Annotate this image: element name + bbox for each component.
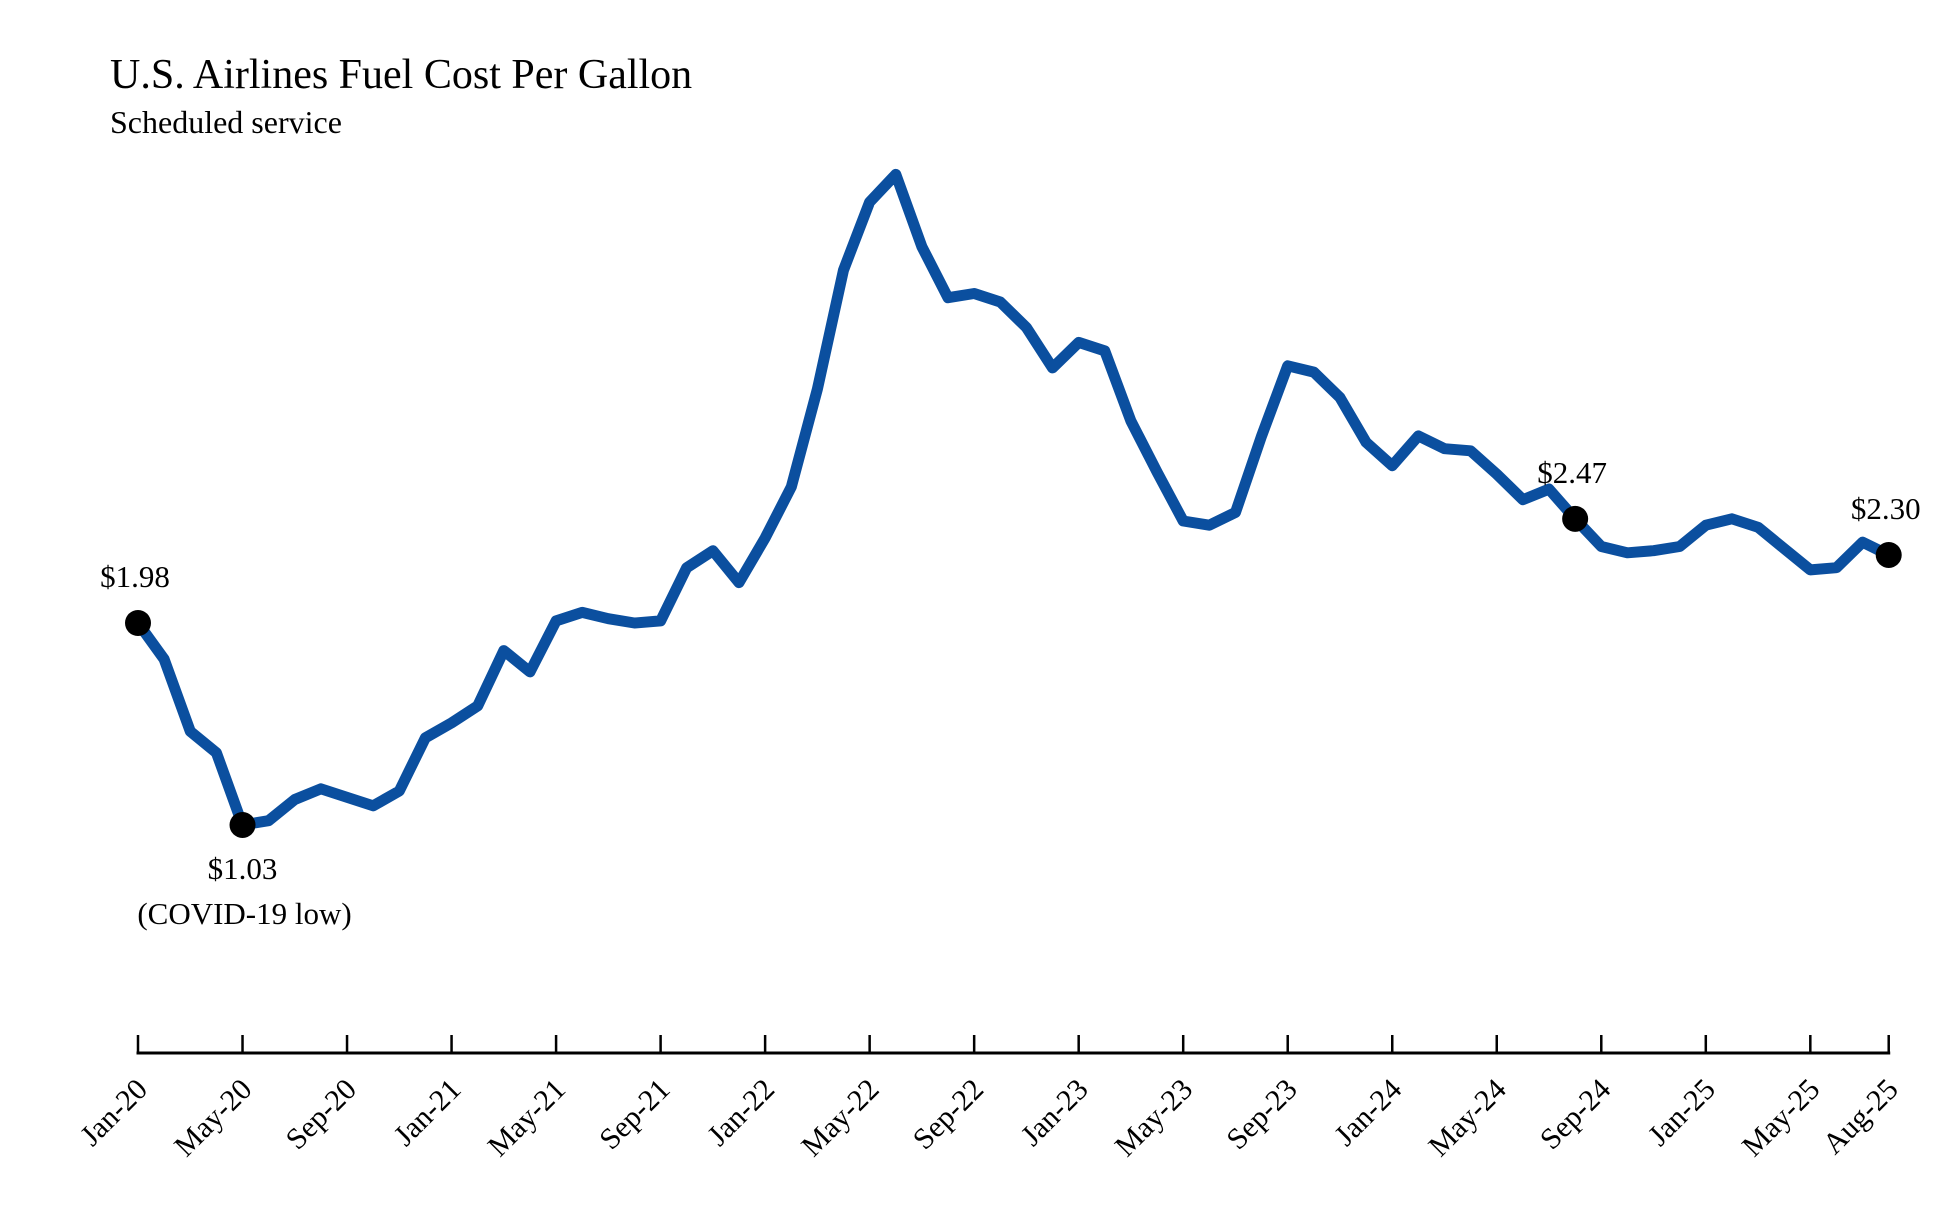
x-tick-label: May-20 — [168, 1073, 258, 1163]
x-tick-label: Sep-22 — [907, 1073, 990, 1156]
x-tick-label: Sep-21 — [593, 1073, 676, 1156]
annotation-label: $1.03 — [208, 851, 278, 886]
x-tick-label: May-22 — [795, 1073, 885, 1163]
x-tick-label: Jan-23 — [1015, 1073, 1095, 1153]
annotation-note: (COVID-19 low) — [137, 896, 351, 931]
x-tick-label: Aug-25 — [1817, 1073, 1905, 1161]
x-tick-label: Jan-25 — [1642, 1073, 1722, 1153]
x-tick-label: Sep-20 — [280, 1073, 363, 1156]
x-tick-label: Jan-20 — [74, 1073, 154, 1153]
annotation-marker — [1875, 541, 1902, 568]
chart-subtitle: Scheduled service — [110, 104, 342, 140]
x-tick-label: May-23 — [1109, 1073, 1199, 1163]
series-group — [133, 168, 1892, 831]
x-tick-label: May-21 — [482, 1073, 572, 1163]
x-tick-label: Jan-21 — [388, 1073, 468, 1153]
annotation-marker — [1562, 505, 1589, 532]
x-tick-label: May-24 — [1422, 1073, 1512, 1163]
x-tick-label: Sep-23 — [1220, 1073, 1303, 1156]
annotation-label: $2.30 — [1851, 491, 1921, 526]
annotation-label: $1.98 — [100, 559, 170, 594]
annotation-label: $2.47 — [1537, 455, 1607, 490]
x-tick-label: Sep-24 — [1534, 1073, 1617, 1156]
series-line — [133, 168, 1892, 831]
x-tick-label: May-25 — [1736, 1073, 1826, 1163]
annotations-group: $1.98 $1.03 (COVID-19 low) $2.47 $2.30 — [100, 455, 1920, 931]
annotation-marker — [125, 610, 151, 636]
chart-title: U.S. Airlines Fuel Cost Per Gallon — [110, 52, 692, 98]
x-axis: Jan-20 May-20 Sep-20 Jan-21 May-21 Sep-21 Jan-… — [74, 1035, 1905, 1163]
x-tick-label: Jan-24 — [1328, 1073, 1408, 1153]
x-tick-label: Jan-22 — [701, 1073, 781, 1153]
annotation-marker — [229, 811, 256, 838]
